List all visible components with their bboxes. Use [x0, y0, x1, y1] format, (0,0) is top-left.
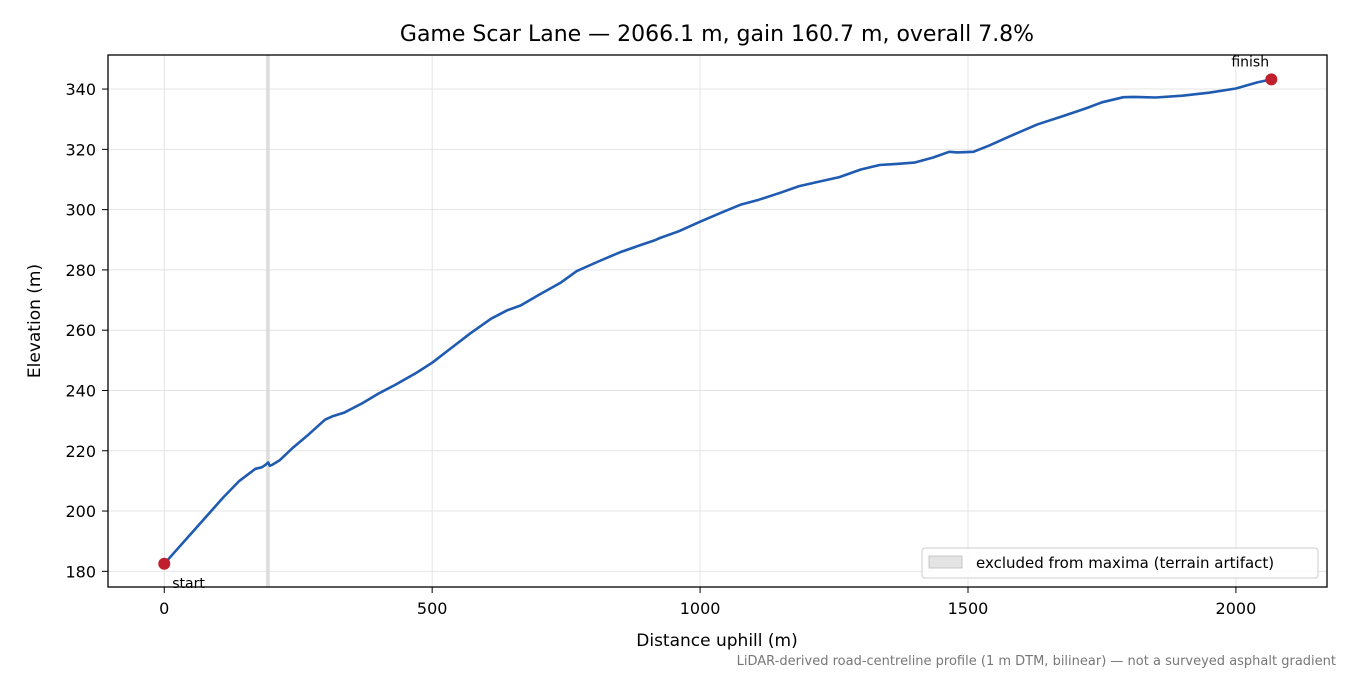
x-tick-label: 0: [159, 599, 169, 618]
finish-marker: [1265, 73, 1278, 86]
plot-frame: [107, 54, 1328, 588]
elevation-line: [163, 78, 1273, 566]
x-axis-label: Distance uphill (m): [636, 631, 797, 651]
y-tick-label: 220: [65, 442, 96, 461]
y-tick-label: 340: [65, 80, 96, 99]
y-tick-label: 240: [65, 381, 96, 400]
y-tick-label: 260: [65, 321, 96, 340]
legend: excluded from maxima (terrain artifact): [921, 547, 1319, 579]
y-tick-label: 180: [65, 562, 96, 581]
footnote: LiDAR-derived road-centreline profile (1…: [737, 654, 1336, 669]
y-axis-label: Elevation (m): [25, 264, 45, 378]
excluded-band: [266, 55, 270, 587]
legend-swatch-excluded: [928, 555, 963, 569]
x-tick-label: 500: [417, 599, 448, 618]
chart-title: Game Scar Lane — 2066.1 m, gain 160.7 m,…: [400, 22, 1034, 47]
grid: [108, 55, 1327, 587]
start-label: start: [172, 576, 205, 592]
y-tick-label: 200: [65, 502, 96, 521]
legend-entry-excluded: excluded from maxima (terrain artifact): [976, 554, 1274, 572]
start-marker: [158, 557, 171, 570]
series-layer: [163, 78, 1273, 566]
finish-label: finish: [1231, 54, 1269, 70]
x-tick-label: 1500: [948, 599, 989, 618]
y-tick-label: 300: [65, 201, 96, 220]
y-tick-label: 320: [65, 140, 96, 159]
excluded-band-layer: [266, 55, 270, 587]
x-tick-label: 1000: [680, 599, 721, 618]
ticks: 0 500 1000 1500 2000 180 200 220 240 260 280 300 320…: [65, 80, 1256, 618]
y-tick-label: 280: [65, 261, 96, 280]
marker-layer: start finish: [158, 54, 1278, 592]
legend-box: [921, 547, 1319, 579]
x-tick-label: 2000: [1216, 599, 1257, 618]
